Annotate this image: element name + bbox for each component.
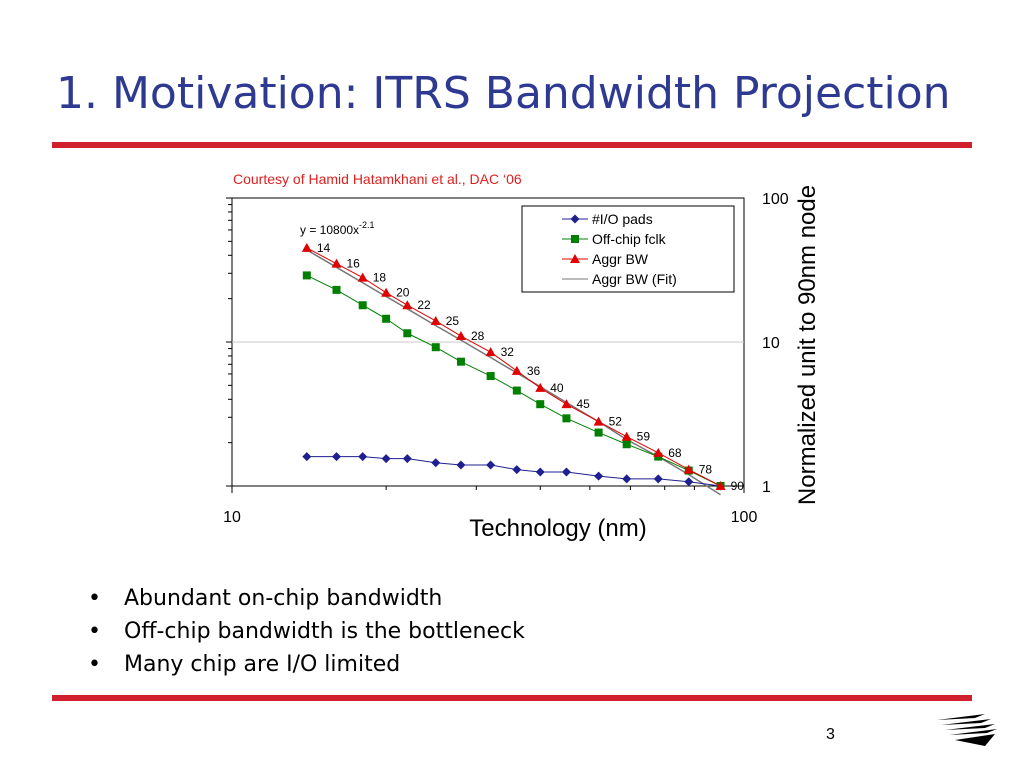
y-tick-label: 10 [762, 335, 780, 352]
chart-legend [521, 205, 735, 293]
series-line-aggr-bw [306, 247, 721, 487]
data-point-off-chip-fclk [358, 301, 367, 310]
data-point-off-chip-fclk [456, 357, 465, 366]
point-label: 16 [347, 257, 361, 271]
data-point-off-chip-fclk [332, 285, 341, 294]
data-point-i-o-pads [561, 467, 571, 477]
data-point-aggr-bw [593, 416, 604, 426]
bullet-item: • Many chip are I/O limited [88, 652, 401, 677]
point-label: 28 [471, 329, 485, 343]
legend-label: Aggr BW (Fit) [592, 271, 677, 287]
data-point-aggr-bw [653, 447, 664, 457]
data-point-i-o-pads [302, 452, 312, 462]
data-point-i-o-pads [402, 454, 412, 464]
data-point-aggr-bw [715, 481, 726, 490]
data-point-aggr-bw [381, 287, 392, 297]
data-point-off-chip-fclk [431, 343, 440, 352]
data-point-aggr-bw [430, 315, 441, 325]
y-tick-label: 1 [762, 479, 771, 496]
data-point-i-o-pads [512, 465, 522, 475]
data-point-aggr-bw [561, 399, 572, 409]
legend-label: #I/O pads [592, 211, 653, 227]
data-point-aggr-bw [357, 272, 368, 282]
data-point-aggr-bw [331, 258, 342, 268]
data-point-i-o-pads [431, 458, 441, 468]
slide-title: 1. Motivation: ITRS Bandwidth Projection [56, 68, 951, 119]
data-point-aggr-bw [535, 382, 546, 392]
data-point-i-o-pads [684, 477, 694, 487]
data-point-aggr-bw [485, 347, 496, 357]
data-point-off-chip-fclk [536, 400, 545, 409]
point-label: 78 [699, 463, 713, 477]
x-tick-label: 10 [223, 509, 241, 526]
point-label: 18 [373, 271, 387, 285]
point-label: 52 [609, 415, 623, 429]
data-point-off-chip-fclk [382, 314, 391, 323]
data-point-i-o-pads [486, 460, 496, 470]
bullet-item: • Abundant on-chip bandwidth [88, 586, 443, 611]
data-point-off-chip-fclk [403, 329, 412, 338]
bullet-item: • Off-chip bandwidth is the bottleneck [88, 619, 525, 644]
data-point-aggr-bw [455, 331, 466, 341]
data-point-i-o-pads [535, 467, 545, 477]
data-point-aggr-bw [621, 431, 632, 441]
fit-equation: y = 10800x-2.1 [300, 220, 375, 237]
university-logo-icon [937, 714, 997, 746]
data-point-aggr-bw [402, 300, 413, 310]
data-point-aggr-bw [683, 464, 694, 474]
data-point-off-chip-fclk [512, 386, 521, 395]
data-point-off-chip-fclk [622, 440, 631, 449]
series-line-aggr-bw-fit [306, 249, 721, 496]
point-label: 59 [637, 430, 651, 444]
legend-label: Aggr BW [592, 251, 649, 267]
point-label: 25 [446, 314, 460, 328]
data-point-i-o-pads [653, 474, 663, 484]
chart-credit: Courtesy of Hamid Hatamkhani et al., DAC… [233, 171, 522, 187]
series-line-i-o-pads [306, 456, 721, 487]
point-label: 68 [668, 446, 682, 460]
page-number: 3 [826, 726, 835, 743]
legend-label: Off-chip fclk [592, 231, 667, 247]
point-label: 20 [396, 286, 410, 300]
point-label: 90 [731, 479, 745, 493]
data-point-i-o-pads [358, 452, 368, 462]
point-label: 14 [317, 241, 331, 255]
x-tick-label: 100 [731, 509, 758, 526]
y-axis-label: Normalized unit to 90nm node [794, 185, 821, 505]
point-label: 22 [417, 298, 431, 312]
data-point-i-o-pads [594, 471, 604, 481]
x-axis-label: Technology (nm) [469, 515, 646, 542]
footer-divider [52, 695, 972, 701]
data-point-i-o-pads [381, 454, 391, 464]
point-label: 40 [550, 381, 564, 395]
legend-marker-i-o-pads [570, 214, 580, 224]
data-point-off-chip-fclk [594, 428, 603, 437]
point-label: 36 [527, 364, 541, 378]
data-point-i-o-pads [456, 460, 466, 470]
data-point-aggr-bw [511, 365, 522, 375]
title-divider [52, 142, 972, 148]
data-point-i-o-pads [622, 474, 632, 484]
legend-marker-off-chip-fclk [571, 235, 579, 243]
data-point-off-chip-fclk [486, 372, 495, 381]
data-point-off-chip-fclk [562, 414, 571, 423]
data-point-off-chip-fclk [302, 271, 311, 280]
legend-marker-aggr-bw [570, 254, 580, 263]
y-tick-label: 100 [762, 191, 789, 208]
point-label: 32 [501, 345, 515, 359]
series-line-off-chip-fclk [306, 274, 721, 487]
bullet-list: • Abundant on-chip bandwidth • Off-chip ba… [88, 582, 525, 681]
data-point-i-o-pads [332, 452, 342, 462]
point-label: 45 [576, 397, 590, 411]
data-point-aggr-bw [301, 242, 312, 252]
